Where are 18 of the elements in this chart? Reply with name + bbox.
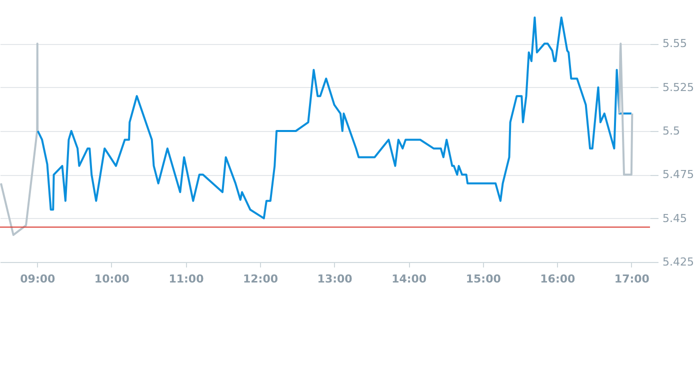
y-tick-label: 5.475	[662, 168, 694, 182]
y-tick-label: 5.425	[662, 256, 694, 268]
x-tick-label: 09:00	[20, 272, 56, 286]
x-tick-label: 12:00	[242, 272, 278, 286]
x-tick-label: 10:00	[94, 272, 130, 286]
x-tick-label: 13:00	[317, 272, 353, 286]
y-tick-label: 5.45	[662, 212, 687, 225]
y-tick-label: 5.55	[662, 37, 687, 50]
x-tick-label: 16:00	[540, 272, 576, 286]
line-series	[36, 16, 632, 220]
y-tick-label: 5.525	[662, 80, 694, 94]
x-tick-label: 15:00	[466, 272, 502, 286]
x-tick-label: 11:00	[168, 272, 204, 286]
x-tick-label: 17:00	[614, 272, 650, 286]
x-tick-label: 14:00	[392, 272, 427, 286]
line-series	[618, 42, 634, 176]
y-tick-label: 5.5	[662, 124, 680, 138]
line-series	[0, 42, 39, 236]
